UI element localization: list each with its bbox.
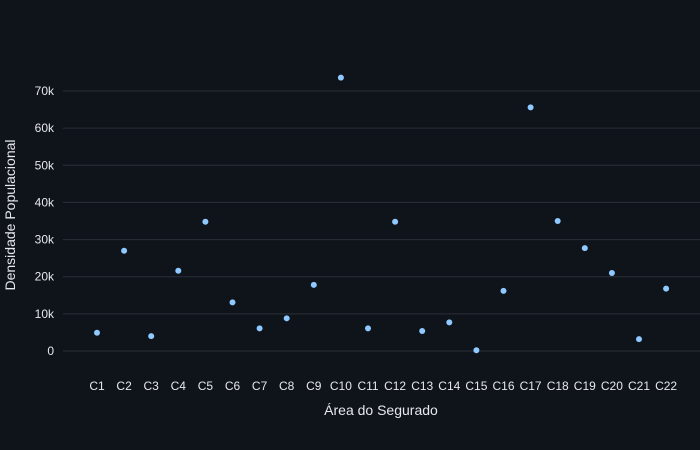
x-tick-label: C6 [225,379,241,393]
x-tick-label: C12 [384,379,406,393]
data-point[interactable] [419,327,426,334]
data-point[interactable] [392,218,399,225]
y-tick-label: 40k [35,195,55,209]
data-point[interactable] [310,281,317,288]
y-tick-label: 70k [35,84,55,98]
y-tick-label: 30k [35,233,55,247]
x-tick-label: C19 [574,379,596,393]
data-point[interactable] [554,218,561,224]
x-tick-label: C13 [411,379,433,393]
y-tick-label: 60k [35,121,55,135]
data-point[interactable] [527,104,534,111]
x-tick-label: C21 [628,379,650,393]
data-point[interactable] [663,285,670,292]
x-tick-label: C5 [198,379,214,393]
y-tick-label: 50k [35,158,55,172]
x-tick-label: C11 [357,379,378,393]
x-tick-label: C4 [171,379,187,393]
data-point[interactable] [229,299,236,306]
y-tick-label: 0 [47,344,54,358]
y-axis-ticks: 0 10k 20k 30k 40k 50k 60k 70k [35,84,55,358]
data-point[interactable] [337,74,344,81]
y-tick-label: 10k [35,307,55,321]
gridlines [63,90,700,352]
x-tick-label: C20 [601,379,623,393]
data-point[interactable] [148,333,155,340]
x-tick-label: C3 [144,379,160,393]
x-tick-label: C10 [330,379,352,393]
x-tick-label: C18 [547,379,569,393]
x-tick-label: C15 [465,379,487,393]
data-point[interactable] [636,336,642,343]
x-tick-label: C2 [116,379,132,393]
data-point[interactable] [608,270,615,276]
x-tick-label: C1 [89,379,105,393]
data-point[interactable] [581,245,588,252]
data-point[interactable] [446,319,453,326]
x-axis-ticks: C1 C2 C3 C4 C5 C6 C7 C8 C9 C10 C11 C12 C13 C14 C15 C16 C… [89,379,677,393]
x-tick-label: C7 [252,379,268,393]
data-point[interactable] [473,347,480,354]
x-tick-label: C9 [306,379,322,393]
y-tick-label: 20k [35,270,55,284]
data-point[interactable] [365,325,371,332]
data-point[interactable] [256,325,263,332]
x-tick-label: C16 [492,379,514,393]
x-axis-title: Área do Segurado [324,402,438,418]
x-tick-label: C14 [438,379,460,393]
x-tick-label: C8 [279,379,295,393]
x-tick-label: C17 [520,379,542,393]
data-point[interactable] [175,267,182,274]
x-tick-label: C22 [655,379,677,393]
data-point[interactable] [94,329,100,336]
data-point[interactable] [202,218,209,225]
data-point[interactable] [500,287,507,294]
data-point[interactable] [283,315,290,322]
y-axis-title: Densidade Populacional [2,140,18,291]
data-point[interactable] [121,247,128,254]
data-points [94,74,670,354]
